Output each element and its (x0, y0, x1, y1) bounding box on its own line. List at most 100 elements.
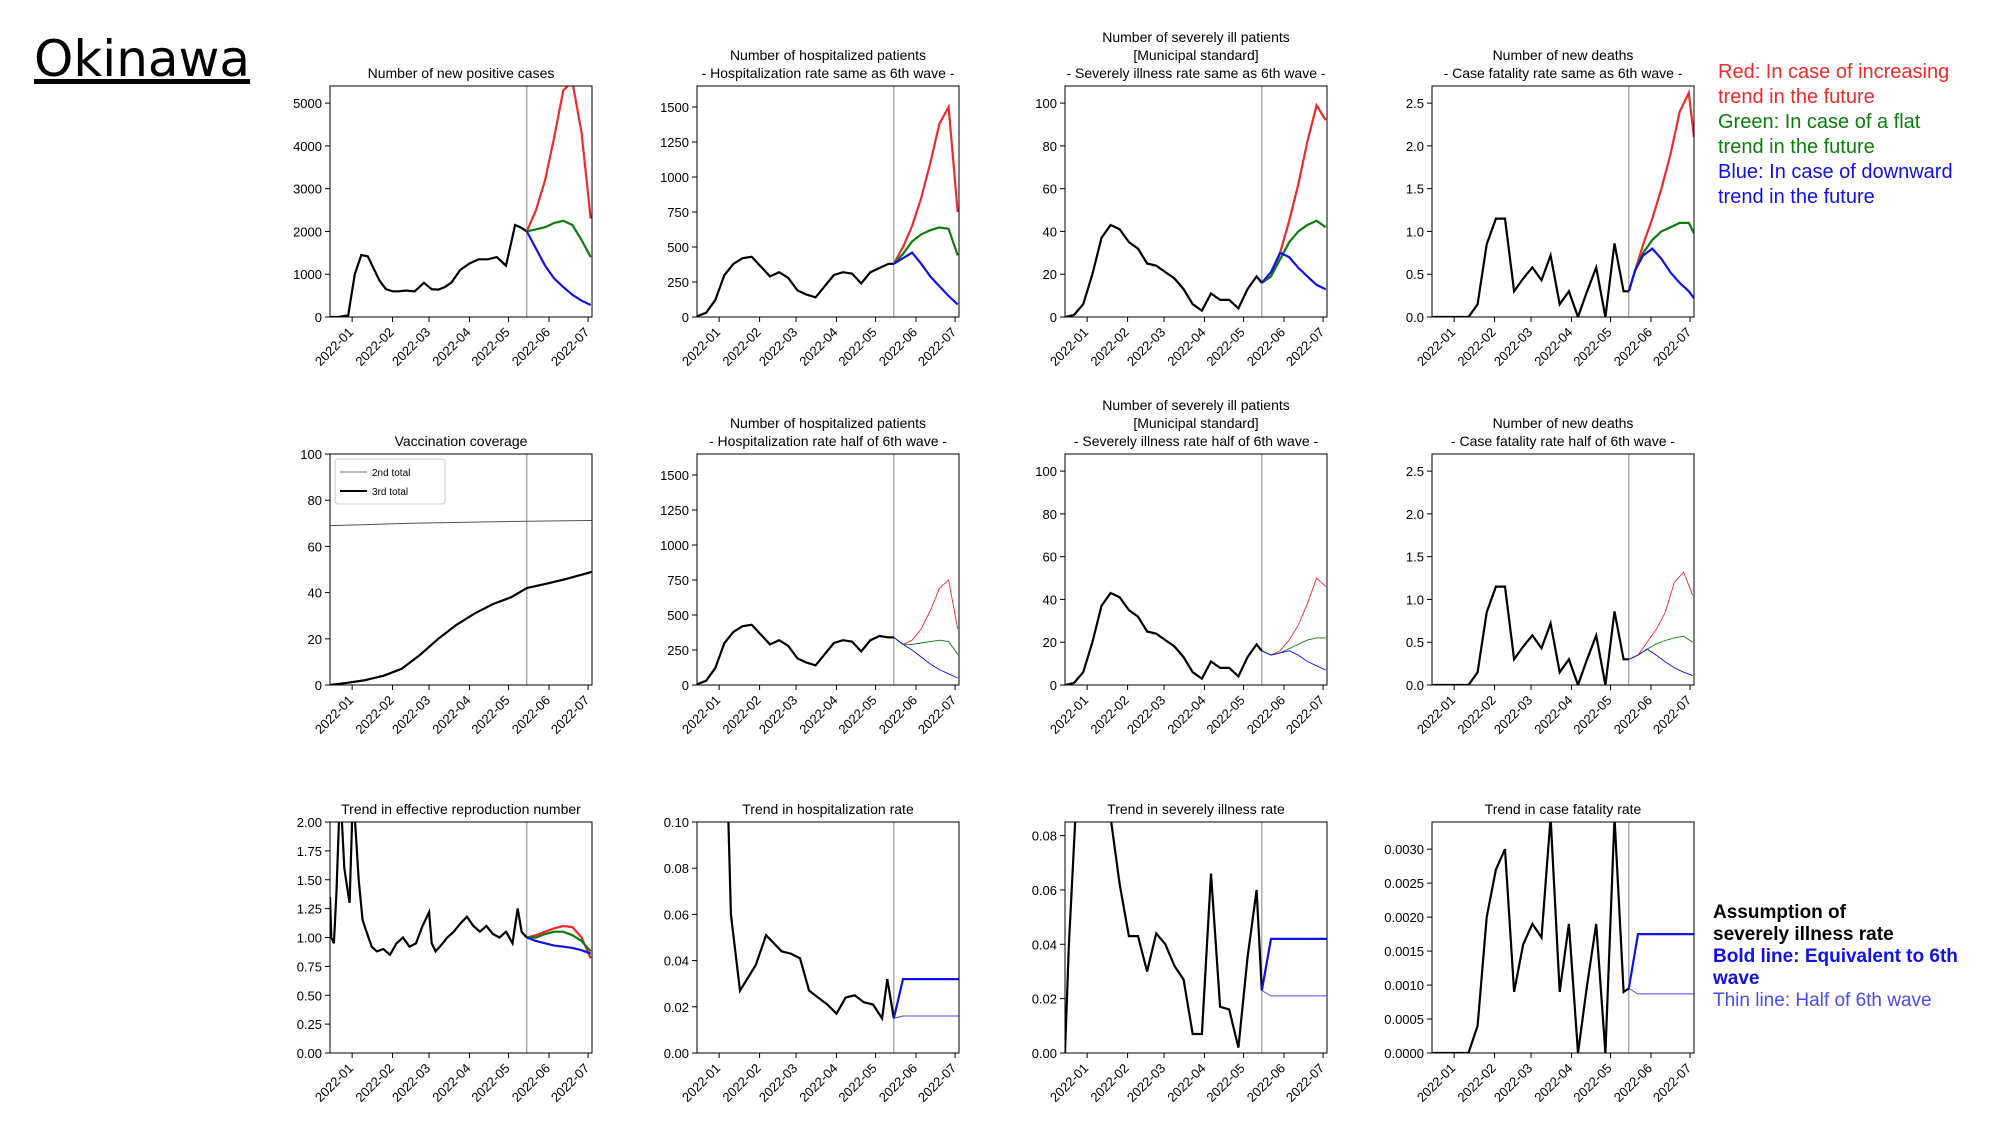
assumption-title-1: Assumption of (1713, 902, 1846, 923)
x-tick-label: 2022-07 (548, 1061, 592, 1105)
chart-title-line: Number of severely ill patients (1102, 397, 1290, 413)
x-tick-label: 2022-02 (1087, 325, 1131, 369)
y-tick-label: 500 (667, 608, 689, 623)
chart-title-line: Vaccination coverage (395, 433, 528, 449)
y-tick-label: 20 (1043, 267, 1057, 282)
y-tick-label: 0.0005 (1384, 1012, 1424, 1027)
legend-green-line-1: Green: In case of a flat (1718, 111, 1921, 133)
axes-frame (329, 821, 593, 1054)
plot-area (697, 103, 959, 317)
chart-new-positive-cases: Number of new positive cases 0 1000 2000 300… (293, 65, 593, 369)
y-tick-label: 40 (1043, 592, 1057, 607)
y-tick-label: 2000 (293, 224, 322, 239)
scenario-green-line (1261, 219, 1327, 284)
plot-area (1065, 822, 1327, 1053)
plot-area (1432, 88, 1694, 317)
series-line (330, 570, 592, 685)
chart-title-line: Number of new deaths (1493, 415, 1634, 431)
y-tick-label: 3000 (293, 182, 322, 197)
observed-line (1432, 217, 1629, 317)
chart-vaccination-coverage: Vaccination coverage0204060801002022-012… (300, 433, 593, 737)
y-tick-label: 1250 (660, 503, 689, 518)
chart-title-line: - Case fatality rate half of 6th wave - (1451, 433, 1675, 449)
x-tick-label: 2022-03 (1124, 1061, 1168, 1105)
x-tick-label: 2022-02 (352, 325, 396, 369)
x-tick-label: 2022-05 (1570, 325, 1614, 369)
y-tick-label: 80 (308, 493, 322, 508)
y-tick-label: 0.0025 (1384, 876, 1424, 891)
y-tick-label: 750 (667, 573, 689, 588)
assumption-bold-1: Bold line: Equivalent to 6th (1713, 946, 1958, 967)
projection-thin-line (1628, 988, 1694, 995)
projection-bold-line (892, 978, 959, 1019)
x-tick-label: 2022-02 (1454, 693, 1498, 737)
chart-title-line: - Severely illness rate same as 6th wave… (1066, 65, 1325, 81)
x-tick-label: 2022-01 (1414, 325, 1458, 369)
x-tick-label: 2022-02 (1087, 693, 1131, 737)
x-tick-label: 2022-04 (796, 1061, 840, 1105)
x-tick-label: 2022-03 (756, 325, 800, 369)
scenario-red-line (892, 103, 959, 265)
chart-hospitalized-6th: Number of hospitalized patients - Hospita… (660, 47, 960, 369)
x-tick-label: 2022-06 (509, 693, 553, 737)
y-tick-label: 100 (1035, 96, 1057, 111)
y-tick-label: 0.04 (664, 954, 689, 969)
y-tick-label: 20 (1043, 635, 1057, 650)
x-tick-label: 2022-05 (1203, 325, 1247, 369)
y-tick-label: 1000 (660, 170, 689, 185)
x-tick-label: 2022-04 (796, 693, 840, 737)
chart-severely-illness-rate: Trend in severely illness rate 0.00 0.02 0.… (1032, 801, 1328, 1105)
y-tick-label: 2.5 (1406, 96, 1424, 111)
observed-line (1065, 591, 1263, 685)
y-tick-label: 1.75 (297, 844, 322, 859)
axes-frame (696, 821, 960, 1054)
x-tick-label: 2022-06 (1611, 693, 1655, 737)
x-tick-label: 2022-04 (1164, 693, 1208, 737)
x-tick-label: 2022-03 (389, 325, 433, 369)
y-tick-label: 2.0 (1406, 139, 1424, 154)
x-tick-label: 2022-07 (1283, 1061, 1327, 1105)
y-tick-label: 0.02 (1032, 992, 1057, 1007)
x-tick-label: 2022-01 (1047, 693, 1091, 737)
x-tick-label: 2022-05 (1570, 693, 1614, 737)
x-tick-label: 2022-05 (835, 1061, 879, 1105)
x-tick-label: 2022-03 (1491, 1061, 1535, 1105)
observed-line (1432, 822, 1630, 1053)
x-tick-label: 2022-02 (352, 1061, 396, 1105)
x-tick-label: 2022-02 (1087, 1061, 1131, 1105)
scenario-green-line (893, 637, 959, 655)
x-tick-label: 2022-04 (1164, 325, 1208, 369)
chart-title-line: Trend in case fatality rate (1485, 801, 1642, 817)
x-tick-label: 2022-06 (1611, 1061, 1655, 1105)
x-tick-label: 2022-06 (509, 1061, 553, 1105)
x-tick-label: 2022-04 (1531, 693, 1575, 737)
scenario-red-line (893, 579, 959, 645)
x-tick-label: 2022-05 (1203, 1061, 1247, 1105)
scenario-blue-line (525, 230, 592, 306)
y-tick-label: 0.06 (664, 907, 689, 922)
y-tick-label: 80 (1043, 507, 1057, 522)
plot-area (330, 86, 592, 317)
y-tick-label: 750 (667, 205, 689, 220)
chart-title-line: Trend in severely illness rate (1107, 801, 1285, 817)
axes-frame (1431, 453, 1695, 686)
plot-area (330, 520, 592, 685)
axes-frame (1064, 453, 1328, 686)
y-tick-label: 40 (308, 586, 322, 601)
x-tick-label: 2022-01 (679, 693, 723, 737)
x-tick-label: 2022-04 (429, 1061, 473, 1105)
x-tick-label: 2022-03 (389, 693, 433, 737)
legend-label: 3rd total (372, 487, 408, 498)
x-tick-label: 2022-07 (1650, 1061, 1694, 1105)
y-tick-label: 1.5 (1406, 550, 1424, 565)
x-tick-label: 2022-04 (1531, 1061, 1575, 1105)
chart-title-line: Trend in effective reproduction number (341, 801, 581, 817)
x-tick-label: 2022-06 (876, 325, 920, 369)
scenario-blue-line (1260, 251, 1327, 291)
x-tick-label: 2022-07 (548, 325, 592, 369)
x-tick-label: 2022-04 (1164, 1061, 1208, 1105)
chart-severely-ill-half: Number of severely ill patients [Municipa… (1035, 397, 1328, 737)
x-tick-label: 2022-05 (1570, 1061, 1614, 1105)
x-tick-label: 2022-07 (1283, 325, 1327, 369)
observed-line (330, 822, 528, 957)
